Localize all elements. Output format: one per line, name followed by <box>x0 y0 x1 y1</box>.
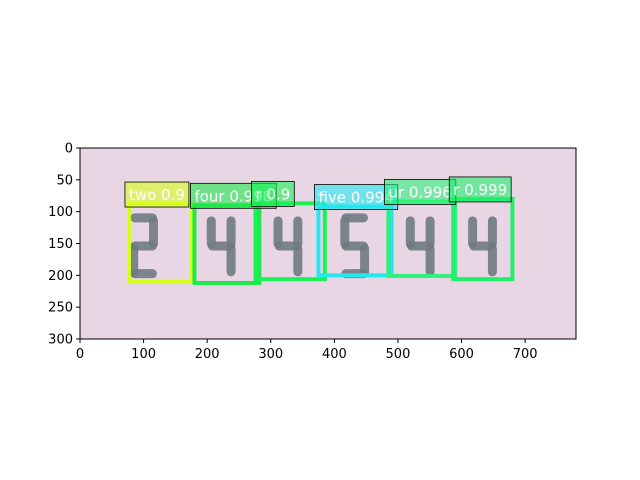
detection-label-background <box>448 176 512 203</box>
detection-label-background <box>124 181 190 208</box>
detection-label: r 0.9 <box>251 180 295 207</box>
detection-label-text: r 0.9 <box>256 185 291 203</box>
y-tick-label: 0 <box>65 142 73 157</box>
detection-label-background <box>251 180 295 207</box>
digit-glyph <box>405 216 435 277</box>
x-tick-label: 500 <box>386 347 411 362</box>
y-tick-label: 200 <box>48 269 73 284</box>
y-axis: 0 50 100 150 200 250 300 <box>48 142 80 348</box>
detection-label-text: two 0.9 <box>129 186 185 204</box>
x-tick-label: 600 <box>449 347 474 362</box>
x-tick-label: 0 <box>76 347 84 362</box>
digit-glyph <box>273 216 303 277</box>
detection-label-text: five 0.994 <box>318 189 393 207</box>
x-tick-label: 100 <box>131 347 156 362</box>
y-tick-label: 250 <box>48 301 73 316</box>
digit-glyph <box>468 216 497 277</box>
x-tick-label: 700 <box>513 347 538 362</box>
detection-label: five 0.994 <box>314 184 399 210</box>
digit-strip <box>129 213 497 279</box>
detection-label-text: ur 0.996 <box>388 183 451 201</box>
detection-label-text: r 0.999 <box>453 181 507 199</box>
y-tick-label: 300 <box>48 333 73 348</box>
detection-label: r 0.999 <box>448 176 512 203</box>
x-tick-label: 400 <box>322 347 347 362</box>
y-tick-label: 150 <box>48 237 73 252</box>
detection-label-background <box>384 179 457 205</box>
detection-label: ur 0.996 <box>384 179 457 205</box>
x-tick-label: 300 <box>258 347 283 362</box>
digit-glyph <box>206 216 236 277</box>
x-axis: 0 100 200 300 400 500 600 700 <box>76 339 538 362</box>
detection-label: two 0.9 <box>124 181 190 208</box>
x-tick-label: 200 <box>195 347 220 362</box>
y-tick-label: 50 <box>56 173 73 188</box>
digit-glyph <box>129 213 158 279</box>
y-tick-label: 100 <box>48 205 73 220</box>
detection-label-background <box>314 184 399 210</box>
